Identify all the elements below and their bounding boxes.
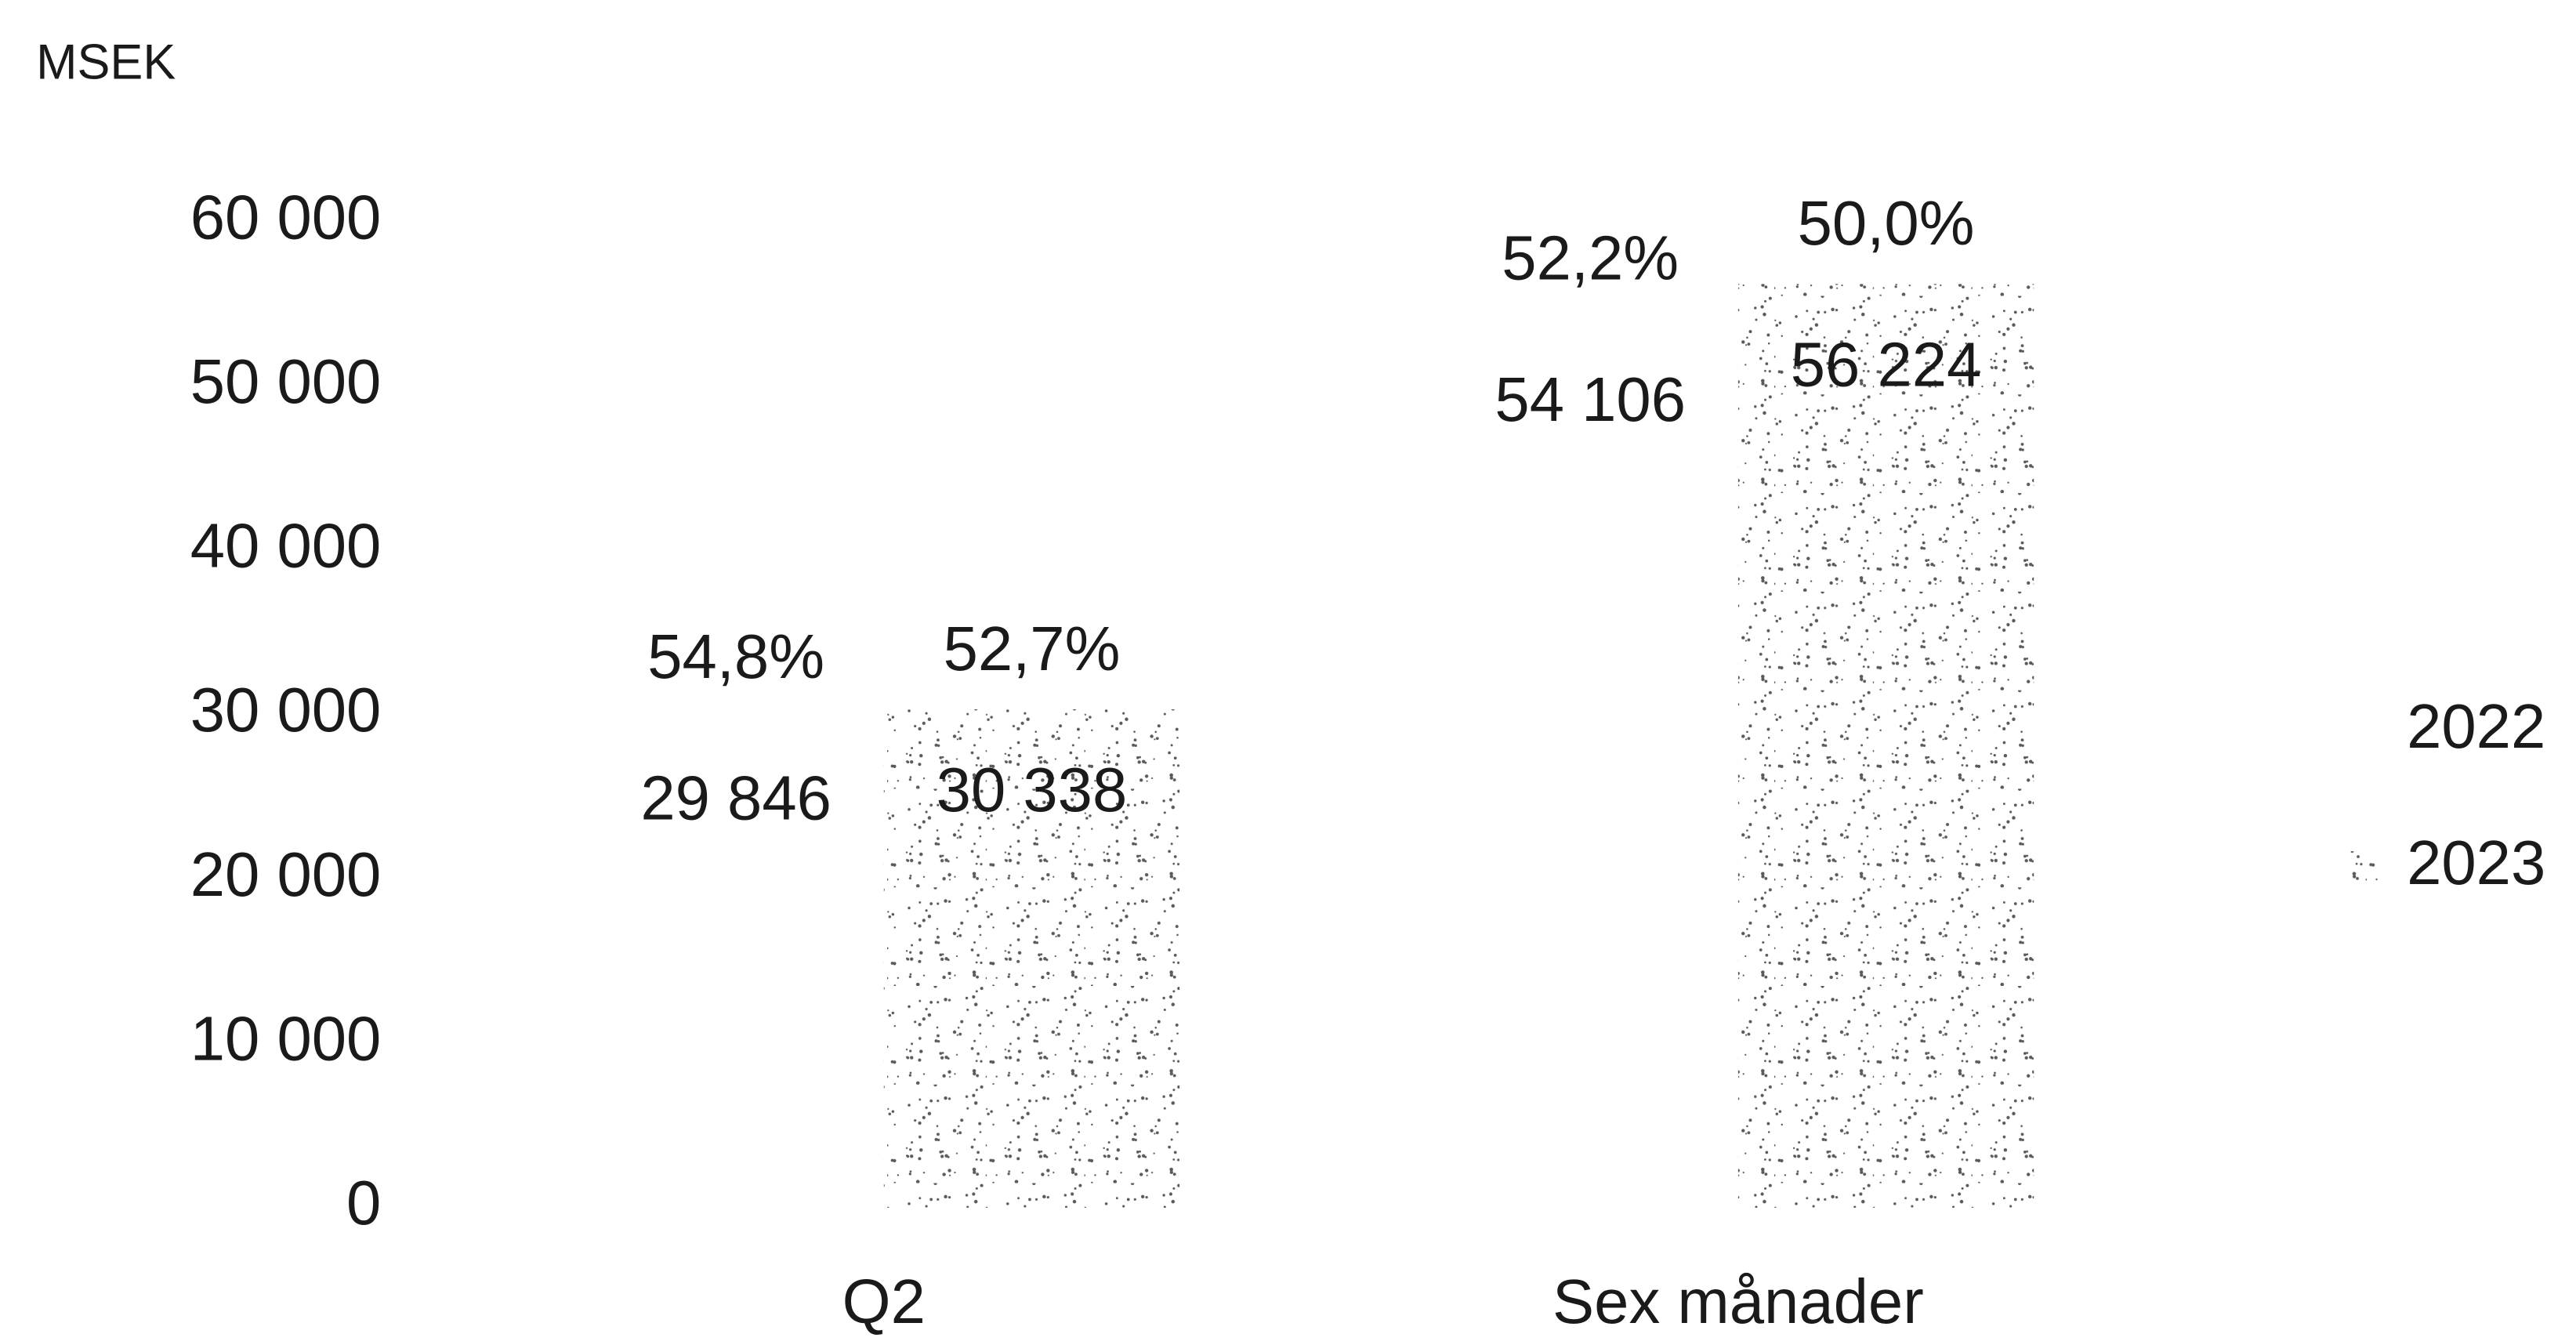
bar: [883, 709, 1180, 1208]
value-label: 56 224: [1791, 329, 1982, 399]
bar: [1737, 284, 2034, 1208]
y-tick-label: 20 000: [190, 839, 382, 909]
x-tick-label: Sex månader: [1552, 1267, 1924, 1336]
y-tick-label: 30 000: [190, 675, 382, 745]
bar: [588, 717, 884, 1208]
y-tick-label: 0: [346, 1168, 381, 1238]
y-tick-label: 50 000: [190, 346, 382, 416]
legend-label: 2023: [2407, 828, 2545, 897]
y-tick-label: 10 000: [190, 1003, 382, 1073]
y-tick-label: 40 000: [190, 511, 382, 581]
value-label: 54 106: [1495, 364, 1686, 434]
share-label: 50,0%: [1798, 188, 1975, 258]
share-label: 52,7%: [944, 614, 1121, 683]
y-tick-label: 60 000: [190, 182, 382, 252]
bar: [1442, 318, 1738, 1208]
share-label: 52,2%: [1502, 223, 1679, 293]
legend-swatch: [2349, 715, 2382, 748]
x-tick-label: Q2: [842, 1267, 926, 1336]
legend-label: 2022: [2407, 691, 2545, 761]
value-label: 29 846: [640, 763, 831, 832]
legend-swatch: [2349, 851, 2382, 885]
share-label: 54,8%: [647, 622, 824, 691]
y-axis-label: MSEK: [36, 35, 176, 90]
value-label: 30 338: [937, 755, 1128, 825]
